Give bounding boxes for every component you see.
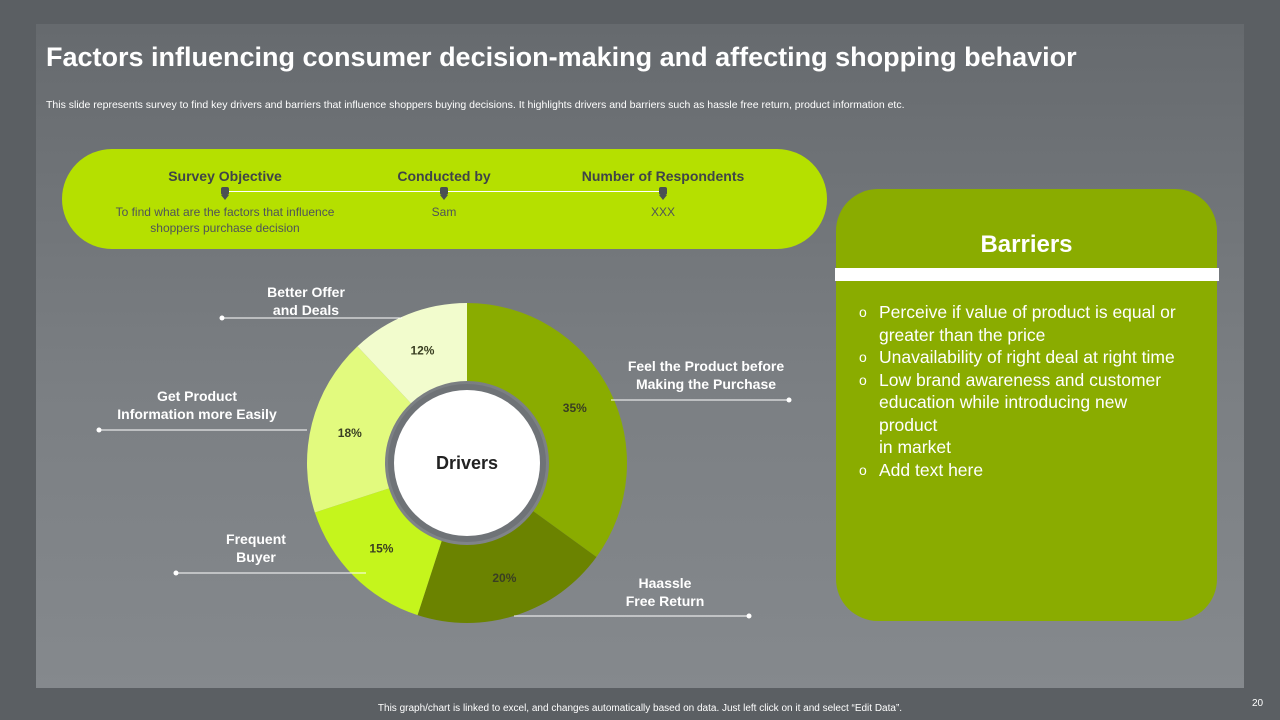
barriers-divider-band xyxy=(835,268,1219,281)
conducted-by-value: Sam xyxy=(431,205,457,219)
page-subtitle: This slide represents survey to find key… xyxy=(46,99,905,111)
barrier-item-line: in market xyxy=(879,437,951,457)
label-connector-dot xyxy=(786,397,792,403)
survey-objective-line: shoppers purchase decision xyxy=(150,221,300,235)
slice-percent-label: 18% xyxy=(338,426,362,440)
label-connector-dot xyxy=(96,427,102,433)
barrier-item: o Low brand awareness and customer educati… xyxy=(858,369,1208,459)
slice-percent-label: 20% xyxy=(492,571,516,585)
slice-percent-label: 15% xyxy=(369,542,393,556)
slice-category-label: Get Product Information more Easily xyxy=(117,388,277,422)
page-title: Factors influencing consumer decision-ma… xyxy=(46,42,1077,72)
slice-percent-label: 12% xyxy=(410,343,434,357)
barrier-item: o Unavailability of right deal at right t… xyxy=(858,346,1208,369)
timeline-marker xyxy=(659,187,667,195)
chart-footnote: This graph/chart is linked to excel, and… xyxy=(377,703,903,714)
barrier-item-line: greater than the price xyxy=(879,324,1046,345)
barrier-item: o Add text here xyxy=(858,459,1208,482)
bullet-icon: o xyxy=(859,461,867,478)
timeline-caret xyxy=(659,195,667,200)
label-connector-dot xyxy=(219,315,225,321)
donut-slice[interactable] xyxy=(467,303,628,558)
donut-slice[interactable] xyxy=(417,511,597,623)
bullet-icon: o xyxy=(859,349,867,365)
timeline-marker xyxy=(440,187,448,195)
donut-center xyxy=(394,390,540,536)
label-connector-dot xyxy=(746,613,752,619)
chart-center-title: Drivers xyxy=(436,453,498,473)
respondents-value: XXX xyxy=(650,205,675,219)
timeline-marker xyxy=(221,187,229,195)
survey-objective-value: To find what are the factors that influe… xyxy=(75,204,375,236)
conducted-by-label: Conducted by xyxy=(397,168,491,184)
survey-objective-label: Survey Objective xyxy=(168,168,282,184)
slice-category-label: Frequent Buyer xyxy=(226,531,286,565)
donut-slice[interactable] xyxy=(307,346,411,513)
barriers-list: o Perceive if value of product is equal o… xyxy=(858,301,1208,481)
barrier-item-line: education while introducing new xyxy=(879,392,1128,412)
barrier-item-line: Unavailability of right deal at right ti… xyxy=(879,347,1175,367)
barriers-panel: Barriers xyxy=(836,189,1217,621)
timeline-caret xyxy=(221,195,229,200)
slice-category-label: Better Offer and Deals xyxy=(267,284,345,318)
barrier-item-line: Add text here xyxy=(879,459,984,480)
bullet-icon: o xyxy=(859,304,867,320)
page-number: 20 xyxy=(1252,698,1264,709)
barrier-item-line: Low brand awareness and customer xyxy=(879,369,1162,390)
survey-objective-line: To find what are the factors that influe… xyxy=(115,205,335,219)
label-connector-dot xyxy=(173,570,179,576)
slice-category-label: Feel the Product before Making the Purcha… xyxy=(628,358,785,392)
barrier-item: o Perceive if value of product is equal o… xyxy=(858,301,1208,346)
timeline-caret xyxy=(440,195,448,200)
respondents-label: Number of Respondents xyxy=(581,168,745,184)
donut-slice[interactable] xyxy=(357,303,467,404)
barriers-title: Barriers xyxy=(980,231,1073,258)
slice-category-label: Haassle Free Return xyxy=(626,575,705,609)
bullet-icon: o xyxy=(859,371,867,388)
slice-percent-label: 35% xyxy=(563,401,587,415)
barrier-item-line: product xyxy=(879,414,938,435)
barrier-item-line: Perceive if value of product is equal or xyxy=(879,302,1176,322)
donut-slice[interactable] xyxy=(314,488,442,616)
